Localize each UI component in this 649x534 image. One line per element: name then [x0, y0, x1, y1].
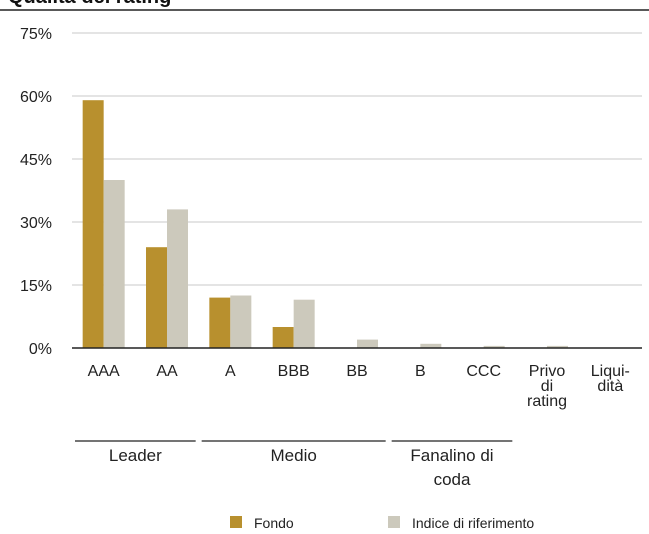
x-tick-label: A [225, 363, 236, 380]
fund-bar-a [209, 297, 231, 348]
benchmark-bar-aa [167, 209, 188, 348]
x-tick-label: B [415, 363, 426, 380]
y-tick-label: 75% [20, 26, 52, 43]
legend-swatch-benchmark [388, 516, 400, 528]
y-tick-label: 45% [20, 152, 52, 169]
benchmark-bar-aaa [103, 180, 125, 348]
x-tick-label: BBB [278, 363, 310, 380]
benchmark-bar-b [420, 343, 442, 348]
y-tick-label: 60% [20, 89, 52, 106]
legend-swatch-fund [230, 516, 242, 528]
benchmark-bar-bbb [293, 299, 315, 348]
group-label: Medio [271, 446, 317, 465]
fund-bar-aaa [82, 100, 104, 348]
group-label: Fanalino di coda [410, 446, 493, 489]
benchmark-bar-bb [357, 339, 378, 348]
x-tick-label: CCC [466, 363, 501, 380]
y-tick-label: 0% [29, 341, 52, 358]
category-groups: Leader Medio Fanalino di coda [75, 440, 513, 489]
benchmark-bar-ccc [483, 345, 505, 348]
benchmark-bar-privo-di-rating [547, 345, 568, 348]
fund-bar-aa [146, 247, 167, 348]
chart-title: Qualità del rating [8, 0, 171, 8]
bars [82, 100, 568, 348]
legend-label-benchmark: Indice di riferimento [412, 515, 534, 531]
x-tick-label: BB [346, 363, 367, 380]
x-tick-label: Liqui-dità [591, 363, 630, 395]
x-tick-label: AAA [88, 363, 120, 380]
legend: Fondo Indice di riferimento [230, 515, 534, 531]
x-tick-label: AA [156, 363, 178, 380]
benchmark-bar-a [230, 295, 252, 348]
y-tick-label: 15% [20, 278, 52, 295]
y-axis-ticks: 0% 15% 30% 45% 60% 75% [20, 26, 52, 358]
x-tick-label: Privo di rating [527, 363, 567, 410]
fund-bar-bbb [272, 327, 294, 348]
group-label: Leader [109, 446, 162, 465]
legend-label-fund: Fondo [254, 515, 294, 531]
y-tick-label: 30% [20, 215, 52, 232]
